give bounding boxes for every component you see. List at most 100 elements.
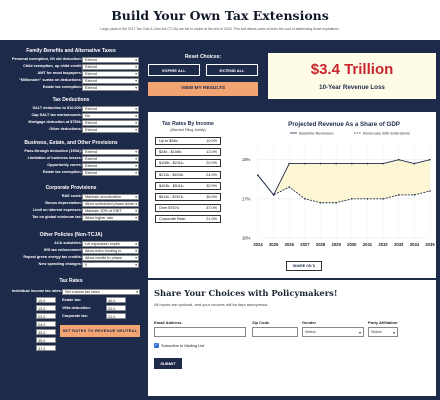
option-select[interactable]: Extend — [82, 149, 139, 155]
submit-button[interactable]: SUBMIT — [154, 358, 182, 369]
option-select[interactable]: Extend — [82, 163, 139, 169]
option-select[interactable]: Extend — [82, 156, 139, 162]
estate-rate-label: Estate tax: — [62, 298, 82, 302]
data-point — [413, 194, 416, 196]
results-panel: Tax Rates By Income (Married Filing Join… — [148, 112, 436, 278]
estate-rate-input[interactable]: 40.0 — [106, 297, 126, 303]
option-select[interactable]: Allow scheduled phase-down — [82, 201, 139, 207]
option-select[interactable]: Extend — [82, 57, 139, 63]
option-label: New spending changes: — [38, 262, 82, 266]
option-select[interactable]: Extend — [82, 71, 139, 77]
option-label: Tax on global minimum tax: — [32, 215, 82, 219]
option-label: SALT deduction to $10,000: — [32, 106, 82, 110]
bracket-rate-input[interactable]: 12.0 — [36, 305, 56, 311]
option-select[interactable]: Extend — [82, 127, 139, 133]
option-select[interactable]: No — [82, 113, 139, 119]
option-label: Mortgage deduction at $750k: — [28, 120, 82, 124]
extend-all-button[interactable]: EXTEND ALL — [206, 64, 258, 76]
e199a-rate-input[interactable]: 20.0 — [106, 305, 126, 311]
form-note: All inputs are optional, and your choice… — [154, 302, 269, 307]
option-label: "Millionaire" surtax on deductions: — [18, 78, 82, 82]
rate-value: 21.0% — [206, 217, 217, 222]
bracket-rate-input[interactable]: 32.0 — [36, 329, 56, 335]
option-row: Pass-through deduction (199A): Extend — [0, 149, 142, 155]
bracket-rate-input[interactable]: 22.0 — [36, 313, 56, 319]
x-tick-label: 2031 — [363, 242, 373, 247]
rate-item: $34k - $108k: 12.0% — [155, 148, 221, 157]
view-results-button[interactable]: VIEW MY RESULTS — [148, 82, 258, 96]
data-point — [319, 162, 322, 165]
corp-rate-input[interactable]: 21.0 — [106, 313, 126, 319]
revenue-neutral-button[interactable]: SET RATES TO REVENUE NEUTRAL — [60, 325, 140, 337]
bracket-rate-input[interactable]: 10.0 — [36, 297, 56, 303]
option-label: Child exemption, up child credit: — [23, 64, 82, 68]
option-select[interactable]: Extend — [82, 78, 139, 84]
option-row: R&E costs: Maintain amortization — [0, 194, 142, 200]
series-line — [257, 159, 431, 196]
rate-range: Up to $34k: — [159, 139, 179, 143]
option-select[interactable]: Extend — [82, 170, 139, 176]
option-row: Estate tax exemption: Extend — [0, 85, 142, 91]
data-point — [257, 174, 259, 177]
rate-item: $211k - $403k: 24.0% — [155, 170, 221, 179]
option-row: SALT deduction to $10,000: Extend — [0, 106, 142, 112]
option-select[interactable]: Allow credits to phase — [82, 255, 139, 261]
option-select[interactable]: Maintain amortization — [82, 194, 139, 200]
gender-select[interactable]: Select — [302, 327, 364, 337]
gender-label: Gender — [302, 320, 317, 325]
rate-range: $211k - $403k: — [159, 172, 184, 177]
option-row: Opportunity zones: Extend — [0, 163, 142, 169]
option-select[interactable]: Extend — [82, 120, 139, 126]
x-tick-label: 2029 — [332, 242, 342, 247]
bracket-rate-input[interactable]: 24.0 — [36, 321, 56, 327]
options-panel: Family Benefits and Alternative Taxes Per… — [0, 44, 142, 360]
option-label: Other deductions: — [49, 127, 82, 131]
section-title: Family Benefits and Alternative Taxes — [26, 48, 116, 54]
x-tick-label: 2027 — [300, 242, 310, 247]
subscribe-checkbox[interactable] — [154, 342, 159, 348]
option-select[interactable]: Allow higher rate — [82, 215, 139, 221]
policymaker-form: Share Your Choices with Policymakers! Al… — [148, 280, 436, 396]
zip-label: Zip Code — [252, 320, 270, 325]
e199a-rate-label: 199a deduction: — [62, 306, 91, 310]
option-label: ACA subsidies: — [54, 241, 82, 245]
data-point — [413, 162, 416, 165]
option-row: Estate tax exemption: Extend — [0, 170, 142, 176]
rate-item: $511k - $767k: 35.0% — [155, 193, 221, 201]
revenue-gap-area — [258, 159, 430, 203]
data-point — [335, 201, 337, 204]
x-tick-label: 2034 — [410, 242, 420, 247]
rate-range: $511k - $767k: — [159, 195, 184, 199]
bracket-rate-input[interactable]: 37.0 — [36, 345, 56, 351]
option-row: IRS tax enforcement: Allow extra funding … — [0, 248, 142, 254]
rate-item: $108k - $211k: 22.0% — [155, 159, 221, 168]
email-field[interactable] — [154, 327, 246, 337]
option-select[interactable]: 0 — [82, 262, 139, 268]
bracket-rate-input[interactable]: 35.0 — [36, 337, 56, 343]
reset-title: Reset Choices: — [184, 54, 222, 60]
section-title: Business, Estate, and Other Provisions — [24, 140, 118, 146]
option-label: Limitation of business losses: — [27, 156, 82, 160]
party-select[interactable]: Select — [368, 327, 398, 337]
data-point — [429, 158, 431, 161]
option-select[interactable]: Allow extra funding to — [82, 248, 139, 254]
y-tick-label: 16% — [242, 236, 251, 241]
individual-rates-row: Individual income tax rates: Set custom t… — [0, 289, 142, 295]
option-select[interactable]: Maintain 30% of EBIT — [82, 208, 139, 214]
option-select[interactable]: Extend — [82, 85, 139, 91]
option-row: AMT for most taxpayers: Extend — [0, 71, 142, 77]
option-select[interactable]: Let expansion expire — [82, 241, 139, 247]
rate-value: 35.0% — [206, 195, 217, 199]
share-on-x-button[interactable]: SHARE ON 𝕏 — [286, 261, 322, 271]
page-title: Build Your Own Tax Extensions — [111, 8, 329, 23]
zip-field[interactable] — [252, 327, 298, 337]
option-label: Cap SALT tax workarounds: — [31, 113, 82, 117]
expire-all-button[interactable]: EXPIRE ALL — [148, 64, 200, 76]
corp-rate-label: Corporate tax: — [62, 314, 88, 318]
option-select[interactable]: Extend — [82, 106, 139, 112]
option-row: Bonus depreciation: Allow scheduled phase… — [0, 201, 142, 207]
option-select[interactable]: Extend — [82, 64, 139, 70]
revenue-amount: $3.4 Trillion — [310, 61, 394, 78]
form-title: Share Your Choices with Policymakers! — [154, 288, 338, 298]
individual-rates-select[interactable]: Set custom tax rates — [62, 289, 140, 295]
